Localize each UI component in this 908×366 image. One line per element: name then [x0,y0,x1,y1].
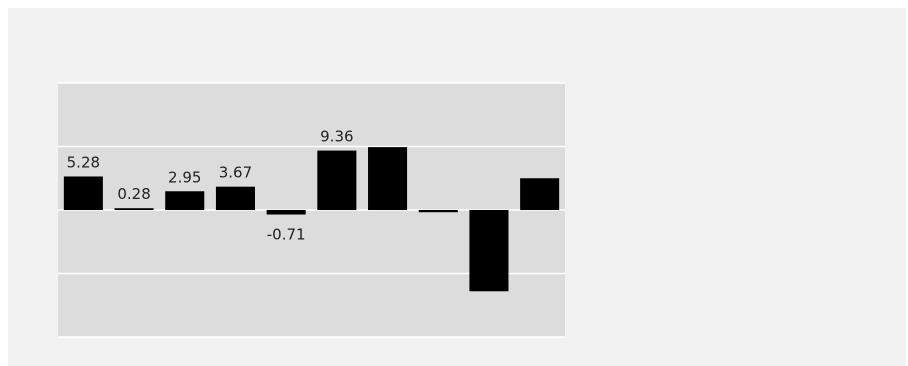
data-label-3: 2.95 [168,168,201,186]
data-label-5: -0.71 [267,226,306,244]
data-labels: 5.28 0.28 2.95 3.67 -0.71 9.36 [67,128,354,244]
data-label-1: 5.28 [67,153,100,171]
bar-1 [63,176,103,210]
bar-8 [418,210,458,213]
data-label-6: 9.36 [320,128,353,146]
bar-3 [165,191,205,210]
bar-6 [317,150,357,210]
bar-7 [368,147,408,210]
bar-5 [266,210,306,215]
data-label-4: 3.67 [219,164,252,182]
bar-10 [520,178,560,210]
bar-9 [469,210,509,292]
bars [63,147,560,292]
bar-4 [215,186,255,210]
data-label-2: 0.28 [117,185,150,203]
bar-2 [114,208,154,210]
